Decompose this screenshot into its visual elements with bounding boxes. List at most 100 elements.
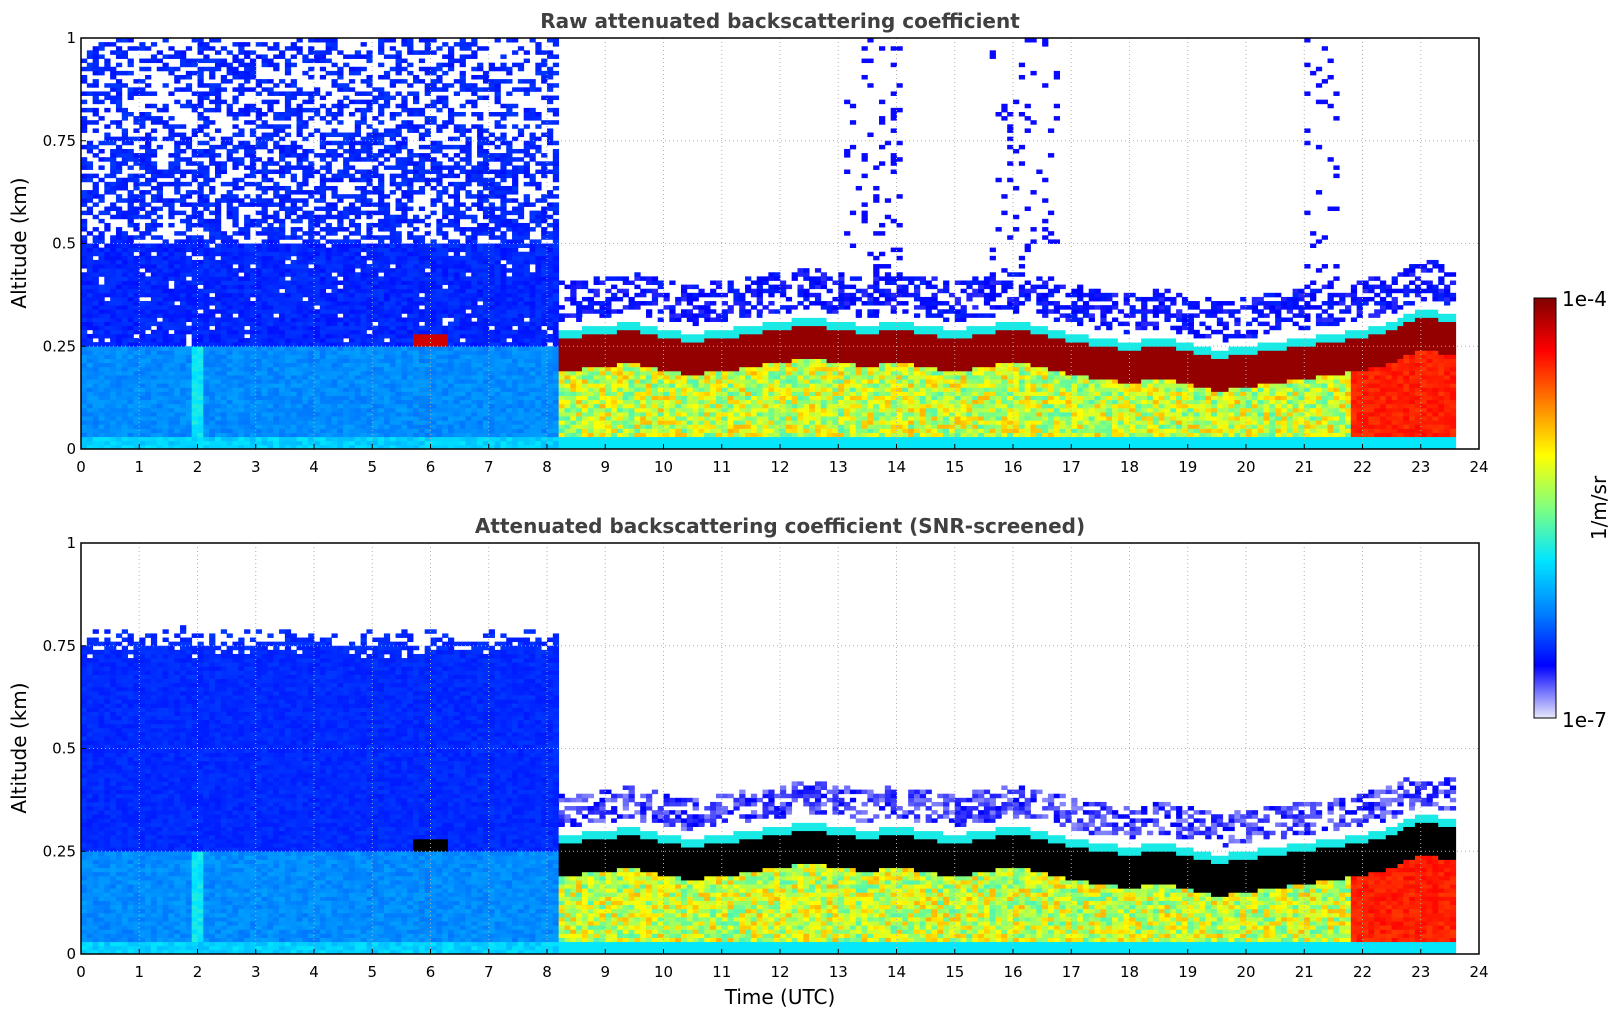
heatmap-cell (325, 428, 332, 433)
heatmap-cell (308, 91, 315, 96)
heatmap-cell (209, 83, 216, 88)
heatmap-cell (244, 42, 251, 47)
heatmap-cell (238, 436, 245, 442)
heatmap-cell (360, 54, 367, 59)
heatmap-cell (395, 103, 402, 109)
heatmap-cell (418, 111, 426, 117)
heatmap-cell (86, 383, 94, 388)
heatmap-cell (86, 362, 94, 368)
heatmap-cell (92, 120, 99, 125)
heatmap-cell (191, 444, 198, 449)
heatmap-cell (92, 276, 99, 281)
heatmap-cell (465, 157, 472, 162)
heatmap-cell (209, 440, 216, 446)
heatmap-cell (348, 338, 356, 343)
heatmap-cell (378, 342, 385, 347)
heatmap-cell (162, 107, 169, 113)
heatmap-cell (255, 436, 262, 442)
heatmap-cell (308, 268, 315, 273)
heatmap-cell (98, 338, 105, 343)
heatmap-cell (156, 407, 163, 413)
heatmap-cell (81, 338, 88, 343)
heatmap-cell (401, 288, 408, 294)
heatmap-cell (261, 161, 268, 166)
heatmap-cell (110, 259, 117, 265)
heatmap-cell (127, 444, 134, 449)
heatmap-cell (226, 412, 233, 417)
heatmap-cell (92, 83, 99, 88)
heatmap-cell (139, 354, 146, 359)
heatmap-cell (261, 268, 268, 273)
heatmap-cell (180, 103, 187, 109)
heatmap-cell (273, 264, 280, 269)
heatmap-cell (308, 247, 315, 253)
heatmap-cell (185, 140, 193, 146)
heatmap-cell (226, 210, 233, 216)
heatmap-cell (319, 370, 327, 376)
heatmap-cell (372, 375, 379, 380)
heatmap-cell (459, 412, 466, 417)
heatmap-cell (197, 202, 204, 207)
heatmap-cell (145, 292, 152, 298)
heatmap-cell (273, 46, 280, 51)
heatmap-cell (139, 46, 146, 51)
heatmap-cell (290, 54, 297, 59)
heatmap-cell (372, 251, 379, 257)
heatmap-cell (442, 190, 449, 195)
heatmap-cell (366, 375, 373, 380)
heatmap-cell (442, 120, 449, 125)
heatmap-cell (348, 243, 356, 249)
heatmap-cell (203, 321, 210, 327)
heatmap-cell (104, 399, 111, 405)
heatmap-cell (127, 235, 134, 240)
heatmap-cell (459, 444, 466, 449)
heatmap-cell (232, 214, 239, 220)
heatmap-cell (378, 235, 385, 240)
heatmap-cell (174, 243, 181, 249)
heatmap-cell (290, 387, 297, 392)
heatmap-cell (156, 194, 163, 199)
heatmap-cell (238, 403, 245, 409)
heatmap-cell (465, 148, 472, 154)
heatmap-cell (290, 292, 297, 298)
heatmap-cell (197, 440, 204, 446)
heatmap-cell (238, 305, 245, 310)
heatmap-cell (331, 264, 338, 269)
heatmap-cell (401, 95, 408, 101)
heatmap-cell (197, 424, 204, 429)
heatmap-cell (209, 379, 216, 384)
heatmap-cell (395, 247, 402, 253)
heatmap-cell (180, 202, 187, 207)
heatmap-cell (249, 305, 257, 310)
heatmap-cell (360, 185, 367, 191)
heatmap-cell (407, 62, 414, 68)
heatmap-cell (81, 383, 88, 388)
heatmap-cell (343, 342, 350, 347)
heatmap-cell (86, 338, 94, 343)
heatmap-cell (249, 309, 257, 314)
heatmap-cell (209, 247, 216, 253)
heatmap-cell (238, 74, 245, 80)
heatmap-cell (156, 412, 163, 417)
heatmap-cell (459, 379, 466, 384)
heatmap-cell (110, 354, 117, 359)
heatmap-cell (127, 395, 134, 401)
heatmap-cell (226, 436, 233, 442)
heatmap-cell (360, 148, 367, 154)
heatmap-cell (354, 313, 362, 318)
heatmap-cell (383, 148, 391, 154)
heatmap-cell (430, 428, 437, 433)
heatmap-cell (203, 407, 210, 413)
heatmap-cell (244, 284, 251, 290)
heatmap-cell (214, 231, 222, 236)
heatmap-cell (191, 210, 198, 216)
heatmap-cell (378, 292, 385, 298)
heatmap-cell (185, 194, 193, 199)
heatmap-cell (244, 342, 251, 347)
heatmap-cell (232, 111, 239, 117)
heatmap-cell (319, 342, 327, 347)
heatmap-cell (273, 116, 280, 121)
heatmap-cell (226, 157, 233, 162)
heatmap-cell (302, 276, 309, 281)
heatmap-cell (348, 173, 356, 179)
